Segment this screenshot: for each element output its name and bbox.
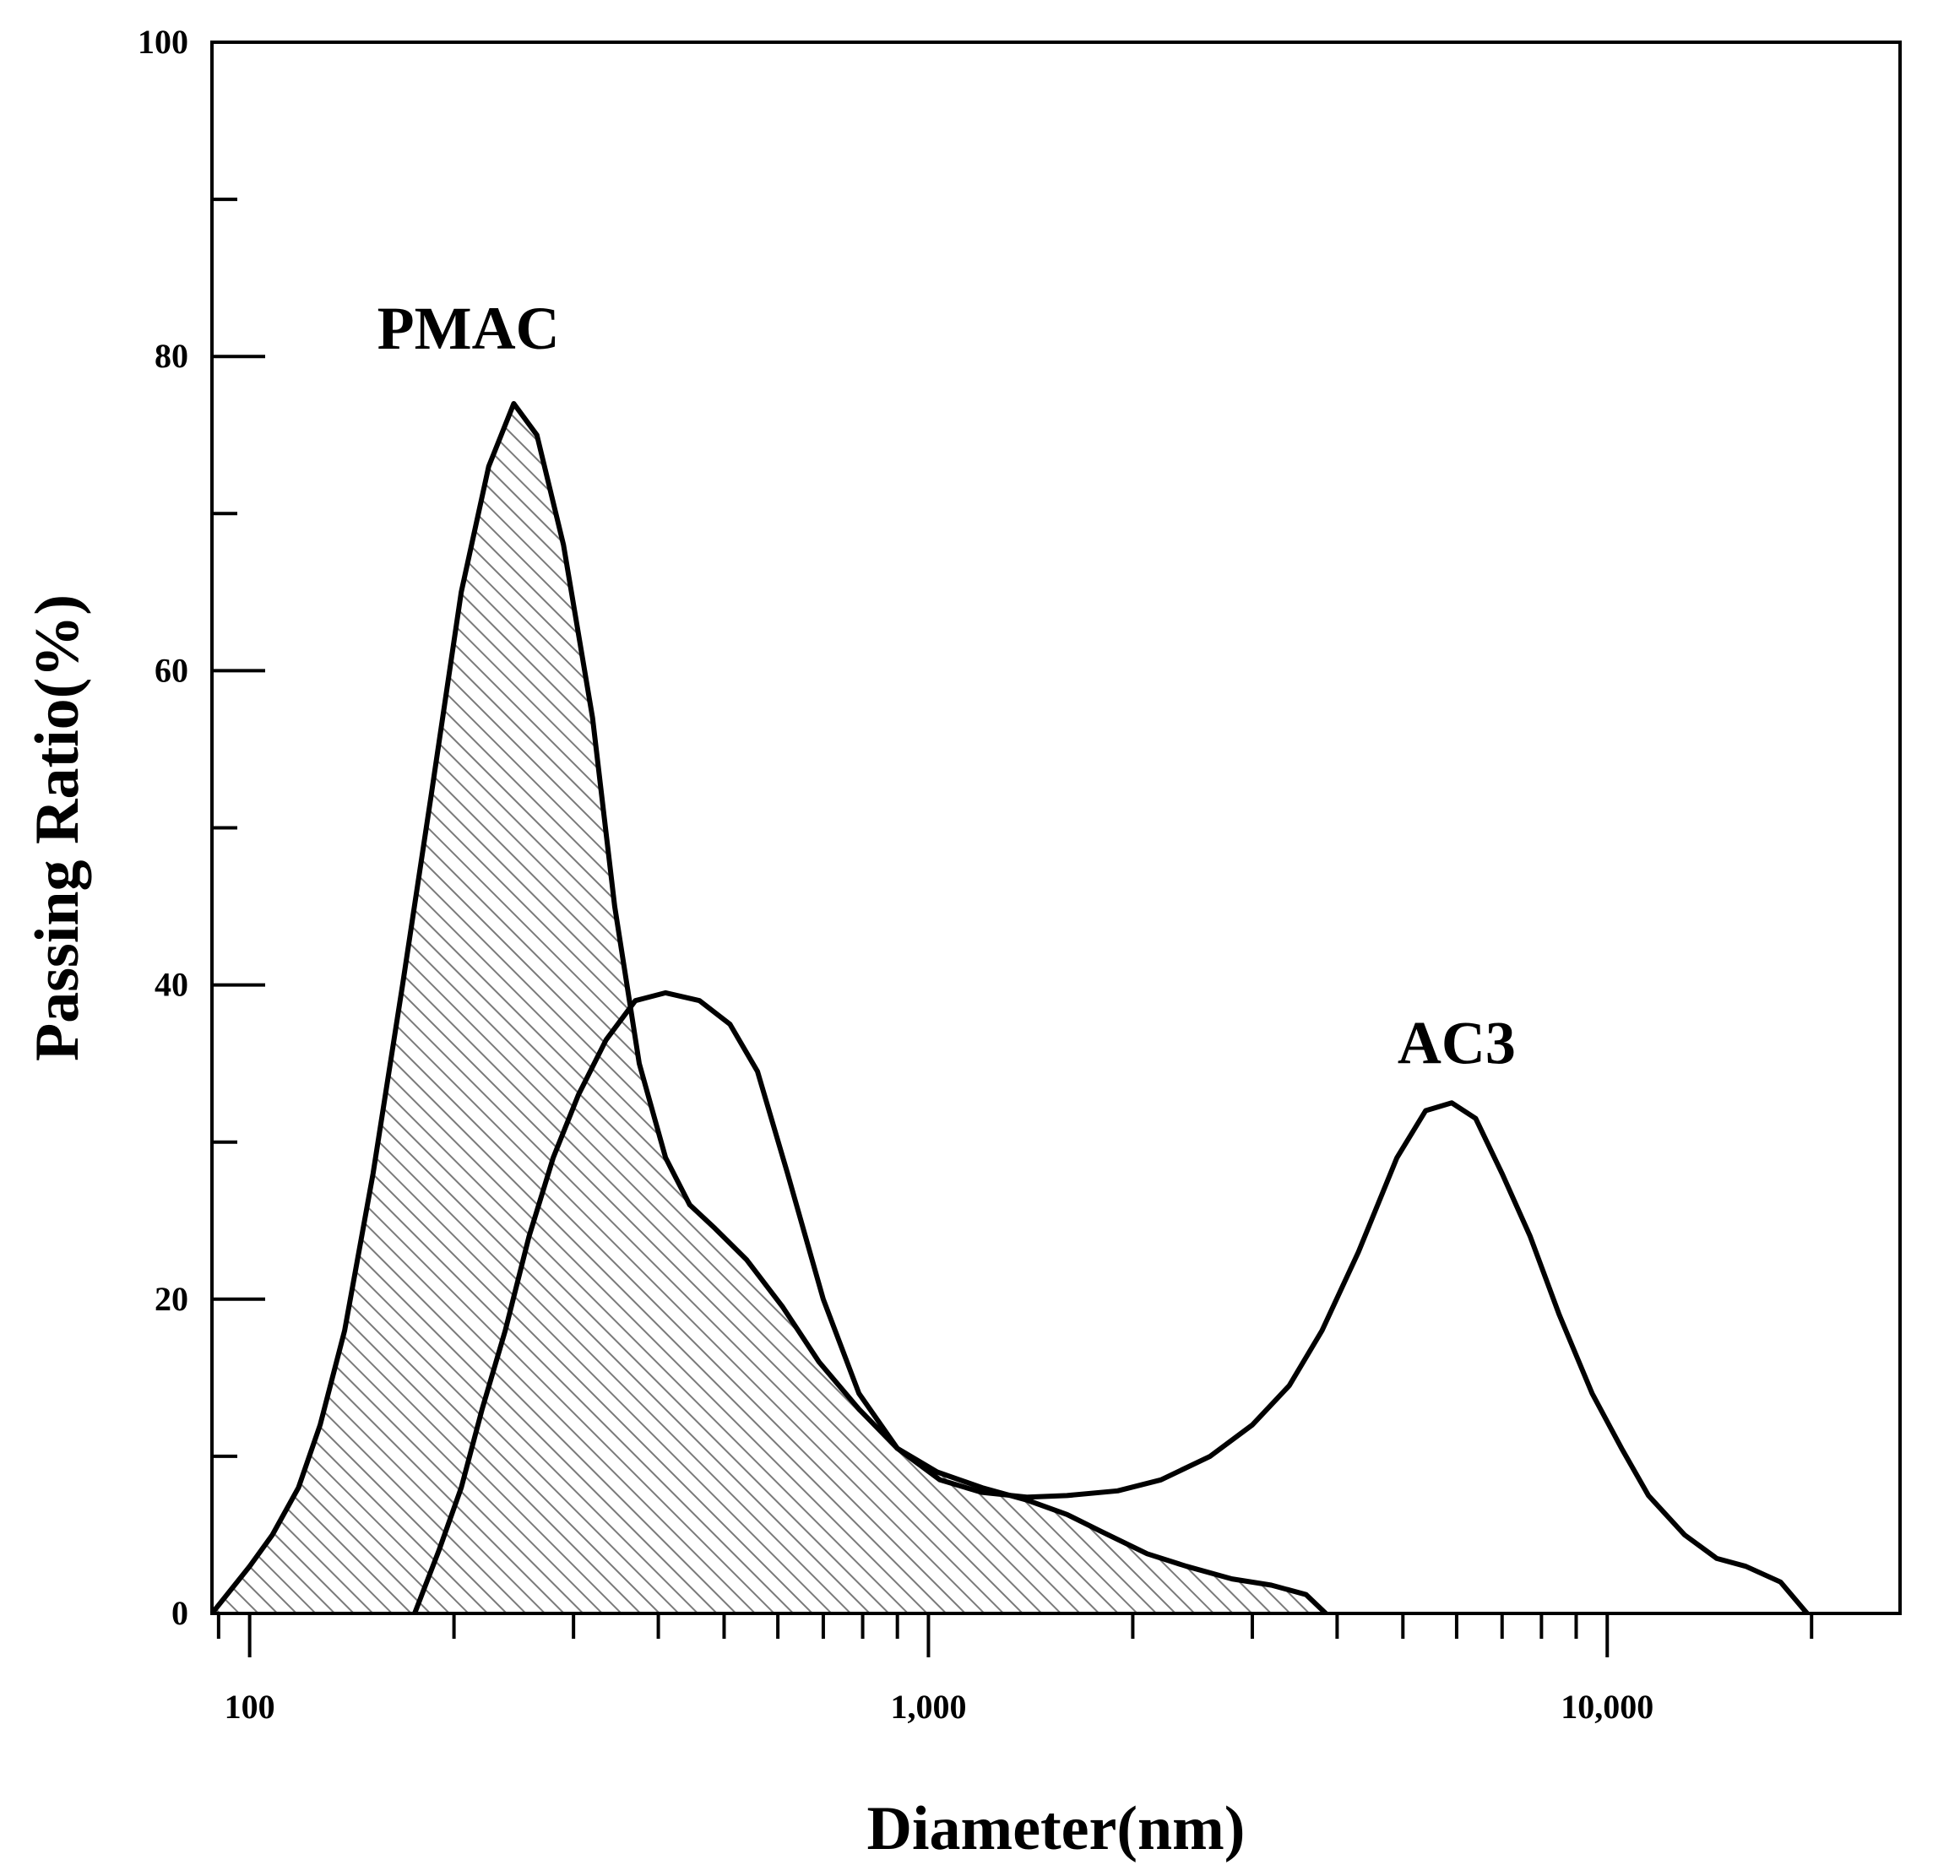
series-label-ac3: AC3 — [1398, 1010, 1516, 1077]
series-label-pmac: PMAC — [377, 295, 560, 362]
tick-layer — [212, 198, 1814, 1657]
x-tick-label: 10,000 — [1561, 1688, 1653, 1726]
ac3-line — [412, 990, 1810, 1615]
y-tick-label: 80 — [155, 337, 188, 375]
label-layer: PMAC AC3 — [377, 295, 1516, 1077]
y-tick-label: 0 — [171, 1594, 188, 1632]
y-tick-label: 60 — [155, 651, 188, 689]
pmac-area — [212, 404, 1326, 1613]
x-tick-label: 1,000 — [890, 1688, 966, 1726]
y-tick-label: 20 — [155, 1280, 188, 1318]
y-tick-label: 100 — [138, 23, 188, 61]
x-axis-title: Diameter(nm) — [867, 1794, 1246, 1863]
y-axis-title: Passing Ratio(%) — [23, 594, 92, 1061]
y-tick-label: 40 — [155, 966, 188, 1004]
pmac-line — [209, 401, 1328, 1616]
tick-label-layer: 0 20 40 60 80 100 100 1,000 10,000 — [138, 23, 1653, 1726]
x-tick-label: 100 — [225, 1688, 275, 1726]
series-layer — [209, 401, 1810, 1616]
